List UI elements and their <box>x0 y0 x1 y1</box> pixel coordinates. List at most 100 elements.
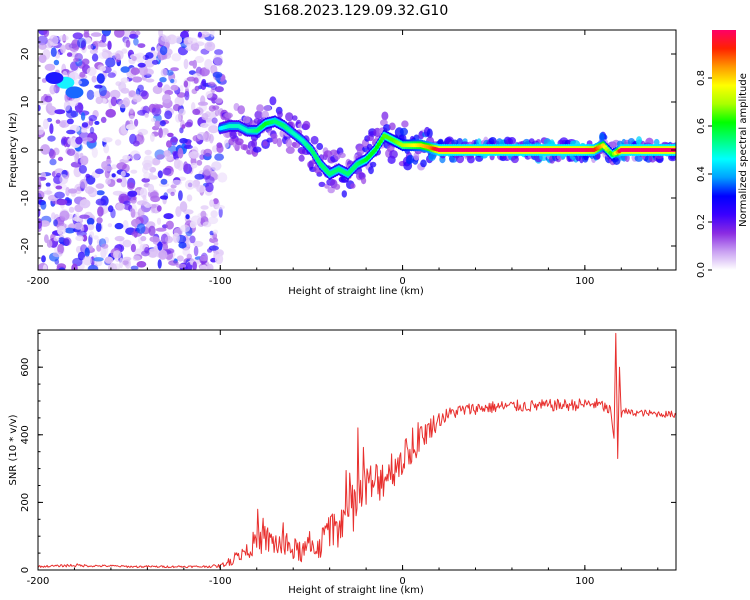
spectrogram-noise-blob <box>110 96 118 107</box>
spectrogram-noise-blob <box>144 246 150 254</box>
spectrogram-noise-blob <box>190 215 201 225</box>
spectrogram-noise-blob <box>179 201 188 213</box>
spectrogram-halo-blob <box>240 144 248 150</box>
spectrogram-noise-blob <box>115 202 125 211</box>
spectrogram-noise-blob <box>194 55 205 64</box>
spectrogram-noise-blob <box>177 160 184 171</box>
spectrogram-noise-blob <box>68 206 75 213</box>
spectrogram-noise-blob <box>81 122 89 128</box>
spectrogram-noise-blob <box>175 206 182 218</box>
spectrogram-noise-blob <box>139 90 148 97</box>
spectrogram-noise-blob <box>114 222 124 230</box>
spectrogram-noise-blob <box>158 182 170 187</box>
spectrogram-noise-blob <box>158 128 164 138</box>
spectrogram-noise-blob <box>114 50 124 61</box>
spectrogram-noise-blob <box>178 241 187 249</box>
spectrogram-noise-blob <box>63 237 72 246</box>
spectrogram-noise-blob <box>101 34 107 44</box>
spectrogram-halo-blob <box>302 120 311 130</box>
spectrogram-x-axis: -200 -100 0 100 <box>27 30 659 287</box>
spectrogram-noise-blob <box>183 161 189 172</box>
spectrogram-noise-blob <box>137 43 146 48</box>
spectrogram-noise-blob <box>131 56 137 61</box>
spectrogram-noise-blob <box>148 225 156 236</box>
y-tick-label: 0 <box>20 147 31 153</box>
spectrogram-noise-blob <box>215 204 225 210</box>
spectrogram-noise-blob <box>194 173 205 180</box>
colorbar-tick-label: 0.2 <box>696 214 707 230</box>
spectrogram-noise-blob <box>53 59 60 66</box>
spectrogram-noise-blob <box>208 216 219 225</box>
spectrogram-noise-blob <box>38 126 45 135</box>
snr-series-layer <box>38 332 676 569</box>
spectrogram-noise-blob <box>159 120 166 127</box>
spectrogram-noise-blob <box>188 151 200 159</box>
spectrogram-noise-blob <box>207 81 216 86</box>
snr-x-axis: -200 -100 0 100 <box>27 330 659 587</box>
spectrogram-halo-blob <box>341 190 347 198</box>
spectrogram-noise-blob <box>87 44 94 50</box>
spectrogram-noise-blob <box>127 190 138 197</box>
spectrogram-noise-blob <box>132 195 137 201</box>
spectrogram-noise-blob <box>145 52 154 59</box>
spectrogram-noise-blob <box>120 177 127 188</box>
spectrogram-hotspot <box>65 86 84 99</box>
spectrogram-halo-blob <box>426 128 433 139</box>
spectrogram-noise-blob <box>210 30 215 38</box>
spectrogram-noise-blob <box>196 159 203 166</box>
spectrogram-noise-blob <box>71 263 78 270</box>
spectrogram-noise-blob <box>150 133 155 142</box>
spectrogram-noise-blob <box>211 161 222 171</box>
spectrogram-noise-blob <box>88 114 98 122</box>
spectrogram-noise-blob <box>186 239 191 248</box>
spectrogram-noise-blob <box>56 198 68 206</box>
spectrogram-halo-blob <box>406 154 415 164</box>
spectrogram-noise-blob <box>143 68 154 76</box>
spectrogram-noise-blob <box>75 235 84 242</box>
spectrogram-halo-blob <box>510 155 519 164</box>
spectrogram-noise-blob <box>89 126 95 134</box>
spectrogram-noise-blob <box>183 58 189 70</box>
spectrogram-noise-blob <box>160 178 168 185</box>
x-tick-label: -100 <box>209 576 232 587</box>
spectrogram-noise-blob <box>132 140 140 147</box>
spectrogram-noise-blob <box>224 139 230 149</box>
spectrogram-noise-blob <box>137 128 149 136</box>
spectrogram-noise-blob <box>204 41 216 52</box>
spectrogram-noise-blob <box>201 113 209 121</box>
spectrogram-halo-blob <box>316 142 324 151</box>
spectrogram-noise-blob <box>182 247 190 256</box>
spectrogram-noise-blob <box>64 227 76 234</box>
snr-frame <box>37 329 677 571</box>
spectrogram-noise-blob <box>149 236 160 243</box>
spectrogram-halo-blob <box>270 133 278 139</box>
spectrogram-halo-blob <box>361 177 367 185</box>
spectrogram-noise-blob <box>47 135 56 142</box>
y-tick-label: -20 <box>20 238 31 254</box>
spectrogram-noise-blob <box>157 170 163 179</box>
spectrogram-halo-blob <box>338 152 346 159</box>
spectrogram-noise-blob <box>119 257 124 269</box>
colorbar-label: Normalized spectral amplitude <box>738 73 749 227</box>
spectrogram-hotspot <box>45 72 64 84</box>
spectrogram-noise-blob <box>57 156 64 162</box>
spectrogram-noise-blob <box>104 256 114 264</box>
spectrogram-noise-blob <box>44 63 56 71</box>
spectrogram-noise-blob <box>122 154 131 161</box>
spectrogram-halo-blob <box>368 166 374 175</box>
spectrogram-noise-blob <box>59 174 69 185</box>
spectrogram-noise-blob <box>82 234 88 242</box>
spectrogram-halo-blob <box>229 130 237 140</box>
spectrogram-noise-blob <box>46 239 53 248</box>
spectrogram-noise-blob <box>193 245 199 257</box>
spectrogram-noise-blob <box>187 37 198 44</box>
spectrogram-noise-blob <box>65 186 70 197</box>
spectrogram-noise-blob <box>74 212 80 222</box>
spectrogram-noise-blob <box>129 115 135 120</box>
spectrogram-noise-blob <box>103 144 110 154</box>
spectrogram-noise-blob <box>218 207 223 218</box>
spectrogram-halo-blob <box>252 146 262 153</box>
spectrogram-noise-blob <box>208 125 219 134</box>
spectrogram-noise-blob <box>95 198 107 206</box>
